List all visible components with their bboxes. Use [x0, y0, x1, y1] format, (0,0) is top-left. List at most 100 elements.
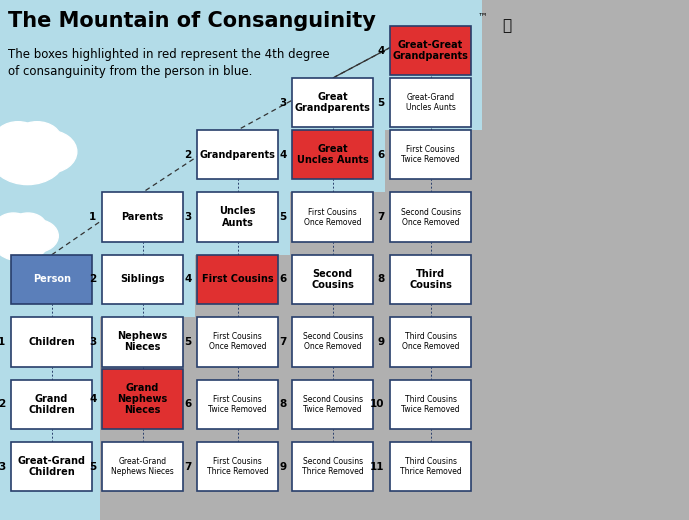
Text: 7: 7 — [184, 462, 192, 472]
Text: Great-Great
Grandparents: Great-Great Grandparents — [393, 40, 469, 61]
FancyBboxPatch shape — [292, 317, 373, 367]
Text: 9: 9 — [378, 337, 384, 347]
Text: 3: 3 — [184, 212, 192, 222]
Text: 3: 3 — [279, 98, 287, 108]
FancyBboxPatch shape — [390, 380, 471, 429]
FancyBboxPatch shape — [102, 317, 183, 367]
FancyBboxPatch shape — [292, 380, 373, 429]
FancyBboxPatch shape — [292, 192, 373, 242]
Text: Grand
Nephews
Nieces: Grand Nephews Nieces — [118, 383, 167, 415]
Text: Second Cousins
Once Removed: Second Cousins Once Removed — [400, 207, 461, 227]
FancyBboxPatch shape — [292, 78, 373, 127]
Text: 4: 4 — [89, 394, 96, 404]
Text: Second
Cousins: Second Cousins — [311, 269, 354, 290]
Text: 8: 8 — [377, 275, 384, 284]
Text: 🏃: 🏃 — [502, 18, 511, 33]
Text: 6: 6 — [279, 275, 287, 284]
FancyBboxPatch shape — [292, 255, 373, 304]
FancyBboxPatch shape — [390, 78, 471, 127]
FancyBboxPatch shape — [102, 369, 183, 429]
FancyBboxPatch shape — [11, 255, 92, 304]
Text: 9: 9 — [280, 462, 287, 472]
Text: Third
Cousins: Third Cousins — [409, 269, 452, 290]
Circle shape — [20, 131, 76, 173]
Text: 7: 7 — [377, 212, 384, 222]
Circle shape — [12, 122, 62, 159]
Polygon shape — [100, 0, 689, 520]
FancyBboxPatch shape — [292, 130, 373, 179]
Text: Great
Uncles Aunts: Great Uncles Aunts — [297, 144, 369, 165]
Text: Grand
Children: Grand Children — [28, 394, 75, 415]
FancyBboxPatch shape — [390, 255, 471, 304]
Text: Third Cousins
Twice Removed: Third Cousins Twice Removed — [401, 395, 460, 414]
Text: Second Cousins
Thrice Removed: Second Cousins Thrice Removed — [302, 457, 364, 476]
FancyBboxPatch shape — [102, 255, 183, 304]
Text: 7: 7 — [279, 337, 287, 347]
Text: 2: 2 — [184, 150, 192, 160]
Text: Second Cousins
Once Removed: Second Cousins Once Removed — [302, 332, 363, 352]
Text: Children: Children — [28, 337, 75, 347]
Text: First Cousins
Once Removed: First Cousins Once Removed — [304, 207, 362, 227]
Text: First Cousins
Twice Removed: First Cousins Twice Removed — [208, 395, 267, 414]
Text: 11: 11 — [370, 462, 384, 472]
FancyBboxPatch shape — [102, 442, 183, 491]
Text: First Cousins: First Cousins — [202, 275, 274, 284]
Text: 3: 3 — [89, 337, 96, 347]
Text: 1: 1 — [89, 212, 96, 222]
FancyBboxPatch shape — [197, 380, 278, 429]
Text: 5: 5 — [279, 212, 287, 222]
Circle shape — [15, 219, 59, 252]
Text: 8: 8 — [279, 399, 287, 409]
Text: 6: 6 — [377, 150, 384, 160]
Circle shape — [0, 127, 65, 185]
Circle shape — [9, 213, 47, 241]
Text: 2: 2 — [89, 275, 96, 284]
Text: Nephews
Nieces: Nephews Nieces — [118, 331, 167, 353]
Text: The Mountain of Consanguinity: The Mountain of Consanguinity — [8, 11, 376, 31]
Text: Great-Grand
Nephews Nieces: Great-Grand Nephews Nieces — [111, 457, 174, 476]
FancyBboxPatch shape — [390, 442, 471, 491]
Text: Person: Person — [32, 275, 71, 284]
FancyBboxPatch shape — [390, 192, 471, 242]
Text: 10: 10 — [370, 399, 384, 409]
Text: Great-Grand
Uncles Aunts: Great-Grand Uncles Aunts — [406, 93, 455, 112]
FancyBboxPatch shape — [11, 317, 92, 367]
FancyBboxPatch shape — [197, 192, 278, 242]
FancyBboxPatch shape — [102, 192, 183, 242]
FancyBboxPatch shape — [390, 130, 471, 179]
Text: ™: ™ — [477, 11, 487, 21]
FancyBboxPatch shape — [292, 442, 373, 491]
Text: 4: 4 — [377, 46, 384, 56]
Circle shape — [0, 217, 50, 261]
FancyBboxPatch shape — [11, 442, 92, 491]
Text: 3: 3 — [0, 462, 6, 472]
Text: 2: 2 — [0, 399, 6, 409]
Text: First Cousins
Once Removed: First Cousins Once Removed — [209, 332, 267, 352]
Text: The boxes highlighted in red represent the 4th degree
of consanguinity from the : The boxes highlighted in red represent t… — [8, 48, 330, 79]
Circle shape — [0, 213, 32, 241]
FancyBboxPatch shape — [390, 317, 471, 367]
Text: Third Cousins
Thrice Removed: Third Cousins Thrice Removed — [400, 457, 462, 476]
FancyBboxPatch shape — [197, 130, 278, 179]
Text: Second Cousins
Twice Removed: Second Cousins Twice Removed — [302, 395, 363, 414]
FancyBboxPatch shape — [390, 26, 471, 75]
Circle shape — [0, 131, 35, 173]
Text: 5: 5 — [89, 462, 96, 472]
Text: 4: 4 — [184, 275, 192, 284]
Text: Third Cousins
Once Removed: Third Cousins Once Removed — [402, 332, 460, 352]
Text: Great-Grand
Children: Great-Grand Children — [18, 456, 85, 477]
Text: Siblings: Siblings — [121, 275, 165, 284]
FancyBboxPatch shape — [197, 442, 278, 491]
FancyBboxPatch shape — [197, 317, 278, 367]
Text: Parents: Parents — [121, 212, 164, 222]
Circle shape — [0, 219, 26, 252]
Text: Uncles
Aunts: Uncles Aunts — [220, 206, 256, 228]
FancyBboxPatch shape — [197, 255, 278, 304]
Text: 4: 4 — [279, 150, 287, 160]
Text: First Cousins
Twice Removed: First Cousins Twice Removed — [401, 145, 460, 164]
Text: 5: 5 — [184, 337, 192, 347]
FancyBboxPatch shape — [11, 380, 92, 429]
Text: 1: 1 — [0, 337, 6, 347]
Text: Great
Grandparents: Great Grandparents — [295, 92, 371, 113]
Text: First Cousins
Thrice Removed: First Cousins Thrice Removed — [207, 457, 269, 476]
